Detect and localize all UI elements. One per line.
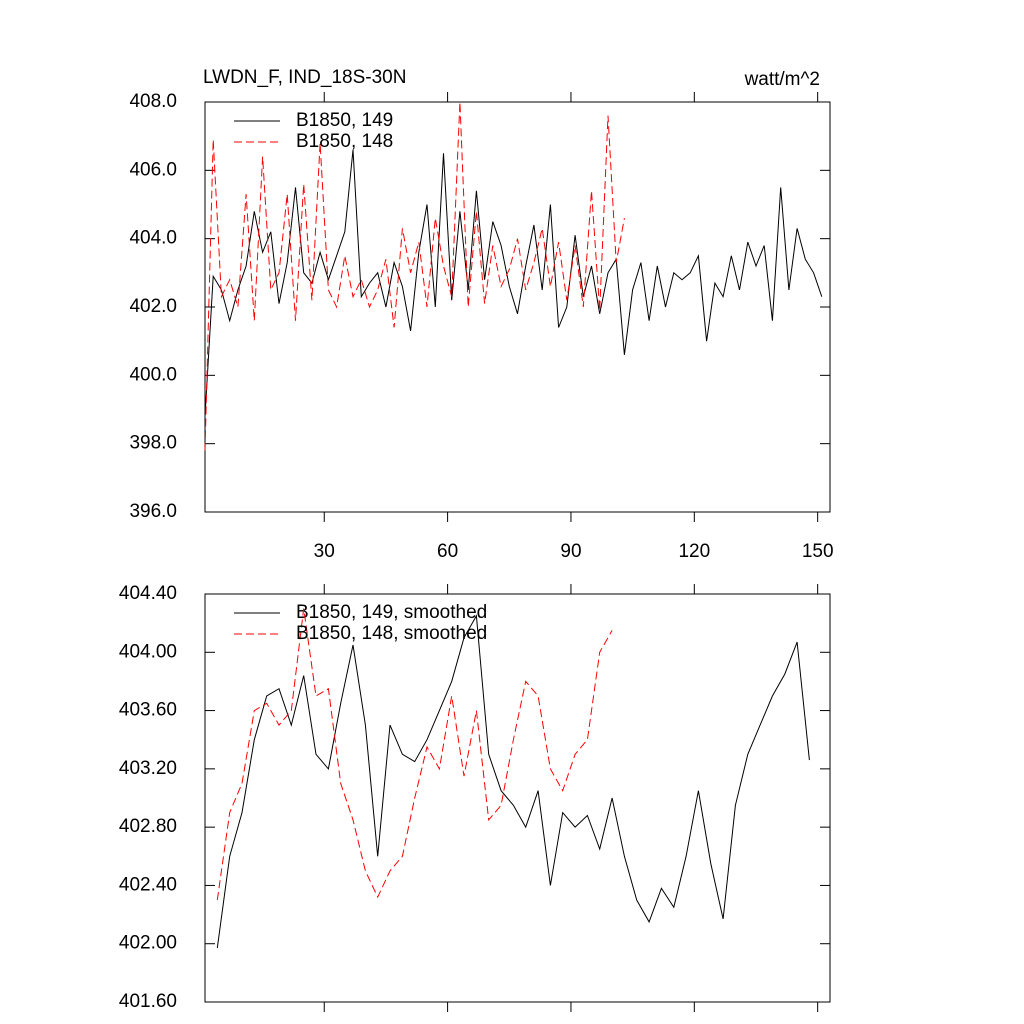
legend-label: B1850, 149 <box>296 110 393 131</box>
y-tick-label: 402.40 <box>119 874 177 895</box>
y-tick-label: 406.0 <box>129 159 177 180</box>
y-tick-label: 402.80 <box>119 816 177 837</box>
x-tick-label: 120 <box>678 541 710 562</box>
y-tick-label: 404.0 <box>129 228 177 249</box>
x-tick-label: 90 <box>560 541 581 562</box>
x-tick-label: 60 <box>437 541 458 562</box>
y-tick-label: 401.60 <box>119 991 177 1012</box>
y-tick-label: 408.0 <box>129 91 177 112</box>
units-label: watt/m^2 <box>744 69 820 90</box>
x-tick-label: 30 <box>314 541 335 562</box>
data-line <box>204 149 823 417</box>
x-tick-label: 150 <box>802 541 834 562</box>
data-line <box>216 614 810 949</box>
legend-label: B1850, 149, smoothed <box>296 602 487 623</box>
y-tick-label: 396.0 <box>129 501 177 522</box>
y-tick-label: 403.20 <box>119 758 177 779</box>
y-tick-label: 402.0 <box>129 296 177 317</box>
y-tick-label: 402.00 <box>119 933 177 954</box>
legend-label: B1850, 148, smoothed <box>296 623 487 644</box>
y-tick-label: 400.0 <box>129 364 177 385</box>
y-tick-label: 404.40 <box>119 583 177 604</box>
legend-label: B1850, 148 <box>296 131 393 152</box>
data-line <box>216 608 613 901</box>
y-tick-label: 398.0 <box>129 433 177 454</box>
plot-frame <box>204 101 831 513</box>
chart-title: LWDN_F, IND_18S-30N <box>203 67 406 88</box>
y-tick-label: 403.60 <box>119 700 177 721</box>
plot-frame <box>204 593 831 1003</box>
data-line <box>204 101 625 451</box>
y-tick-label: 404.00 <box>119 641 177 662</box>
